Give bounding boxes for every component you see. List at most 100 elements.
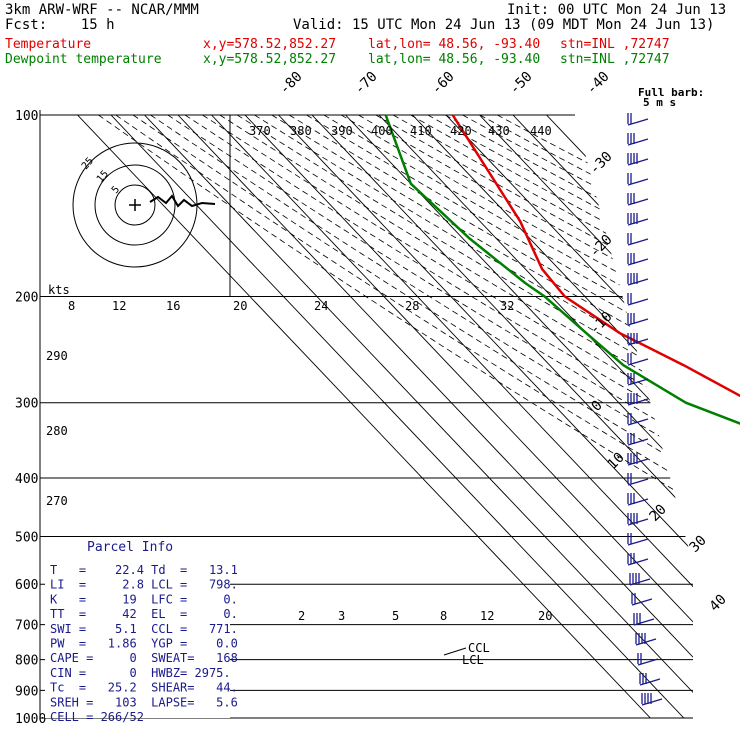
parcel-info-row: SREH = 103 LAPSE= 5.6: [50, 695, 238, 709]
theta-label-430: 430: [488, 124, 510, 138]
dry-adiabat-360: [288, 115, 693, 718]
temperature-profile: [451, 114, 740, 398]
isotherm--10: [546, 115, 693, 718]
isotherm-label--60: -60: [429, 69, 458, 98]
wind-barb-27: [637, 653, 659, 666]
isotherm-30: [680, 115, 693, 718]
valid-time: Valid: 15 UTC Mon 24 Jun 13 (09 MDT Mon …: [293, 17, 715, 33]
wind-barb-25: [633, 613, 655, 626]
wind-barb-19: [627, 493, 649, 506]
theta-label-380: 380: [290, 124, 312, 138]
wind-barb-7: [627, 253, 649, 266]
wind-barb-23: [629, 573, 651, 586]
isotherm--30: [479, 115, 693, 718]
parcel-info-row: CIN = 0 HWBZ= 2975.: [50, 666, 231, 680]
dry-adiabat-440: [427, 115, 693, 718]
isotherm-label-0: 0: [589, 398, 606, 415]
wind-barb-24: [631, 593, 653, 606]
isotherm-label-30: 30: [687, 533, 710, 556]
pressure-label-400: 400: [15, 472, 38, 487]
parcel-info-row: SWI = 5.1 CCL = 771.: [50, 622, 238, 636]
wind-barb-0: [627, 113, 649, 126]
parcel-info-row: PW = 1.86 YGP = 0.0: [50, 637, 238, 651]
lcl-label: LCL: [462, 653, 484, 667]
isotherm--90: [278, 115, 693, 718]
dry-adiabat-370: [306, 115, 693, 718]
dry-adiabat-470: [479, 115, 693, 718]
hodo-ring-1: [94, 164, 176, 246]
mixr-top-label-8: 8: [68, 299, 75, 313]
dry-adiabat-260: [115, 115, 693, 718]
wind-barb-12: [627, 353, 649, 366]
isotherm-label--50: -50: [507, 69, 536, 98]
dry-adiabat-310: [202, 115, 693, 718]
dry-adiabat-480: [497, 115, 693, 718]
pressure-label-500: 500: [15, 530, 38, 545]
wind-barb-28: [639, 673, 661, 686]
isotherm--150: [77, 115, 651, 718]
theta-label-400: 400: [371, 124, 393, 138]
mixr-low-label-20: 20: [538, 609, 552, 623]
theta-label-390: 390: [331, 124, 353, 138]
isotherm-label--40: -40: [584, 69, 613, 98]
pressure-label-200: 200: [15, 291, 38, 306]
wind-barb-21: [627, 533, 649, 546]
wind-barb-5: [627, 213, 649, 226]
pressure-label-700: 700: [15, 619, 38, 634]
theta-label-370: 370: [249, 124, 271, 138]
wind-barb-13: [627, 373, 649, 386]
dewpoint-profile: [384, 114, 740, 425]
dry-adiabat-250: [98, 115, 693, 718]
dewpoint-legend: Dewpoint temperature: [5, 52, 162, 67]
wind-barb-2: [627, 153, 649, 166]
wind-barb-3: [627, 173, 649, 186]
wind-barb-9: [627, 293, 649, 306]
dry-adiabat-280: [150, 115, 693, 718]
hodograph-trace: [149, 194, 216, 208]
parcel-info-row: CAPE = 0 SWEAT= 168: [50, 651, 238, 665]
dewpoint-station: stn=INL ,72747: [560, 52, 670, 67]
ccl-label: CCL: [468, 641, 490, 655]
wind-barb-8: [627, 273, 649, 286]
hodo-ring-0: [114, 184, 156, 226]
wind-key-label: Full barb:: [638, 86, 704, 99]
theta-left-label-270: 270: [46, 494, 68, 508]
dry-adiabat-350: [271, 115, 693, 718]
mixr-low-label-5: 5: [392, 609, 399, 623]
dewpoint-latlon: lat,lon= 48.56, -93.40: [368, 52, 541, 67]
mixr-low-label-2: 2: [298, 609, 305, 623]
isotherm--120: [177, 115, 693, 718]
isotherm-label--80: -80: [277, 69, 306, 98]
wind-barb-10: [627, 313, 649, 326]
wind-barb-4: [627, 193, 649, 206]
isotherm-label-40: 40: [707, 592, 730, 615]
ccl-marker: [443, 647, 467, 656]
wind-barb-29: [641, 693, 663, 706]
parcel-info-box: [45, 537, 230, 718]
theta-label-440: 440: [530, 124, 552, 138]
pressure-label-300: 300: [15, 397, 38, 412]
mixr-low-label-3: 3: [338, 609, 345, 623]
isotherm-label-20: 20: [647, 502, 670, 525]
temperature-station: stn=INL ,72747: [560, 37, 670, 52]
mixr-low-label-8: 8: [440, 609, 447, 623]
theta-label-420: 420: [450, 124, 472, 138]
pressure-label-600: 600: [15, 578, 38, 593]
parcel-info-row: TT = 42 EL = 0.: [50, 607, 238, 621]
isotherm--140: [110, 115, 685, 718]
isotherm-label--20: -20: [587, 232, 616, 261]
theta-left-label-280: 280: [46, 424, 68, 438]
temperature-xy: x,y=578.52,852.27: [203, 37, 337, 52]
mixr-top-label-24: 24: [314, 299, 328, 313]
wind-barb-14: [627, 393, 649, 406]
pressure-label-800: 800: [15, 654, 38, 669]
wind-barb-16: [627, 433, 649, 446]
theta-left-label-290: 290: [46, 349, 68, 363]
mixr-top-label-16: 16: [166, 299, 180, 313]
wind-barb-11: [627, 333, 649, 346]
model-title: 3km ARW-WRF -- NCAR/MMM: [5, 2, 199, 18]
wind-barb-17: [627, 453, 649, 466]
temperature-latlon: lat,lon= 48.56, -93.40: [368, 37, 541, 52]
wind-barb-6: [627, 233, 649, 246]
